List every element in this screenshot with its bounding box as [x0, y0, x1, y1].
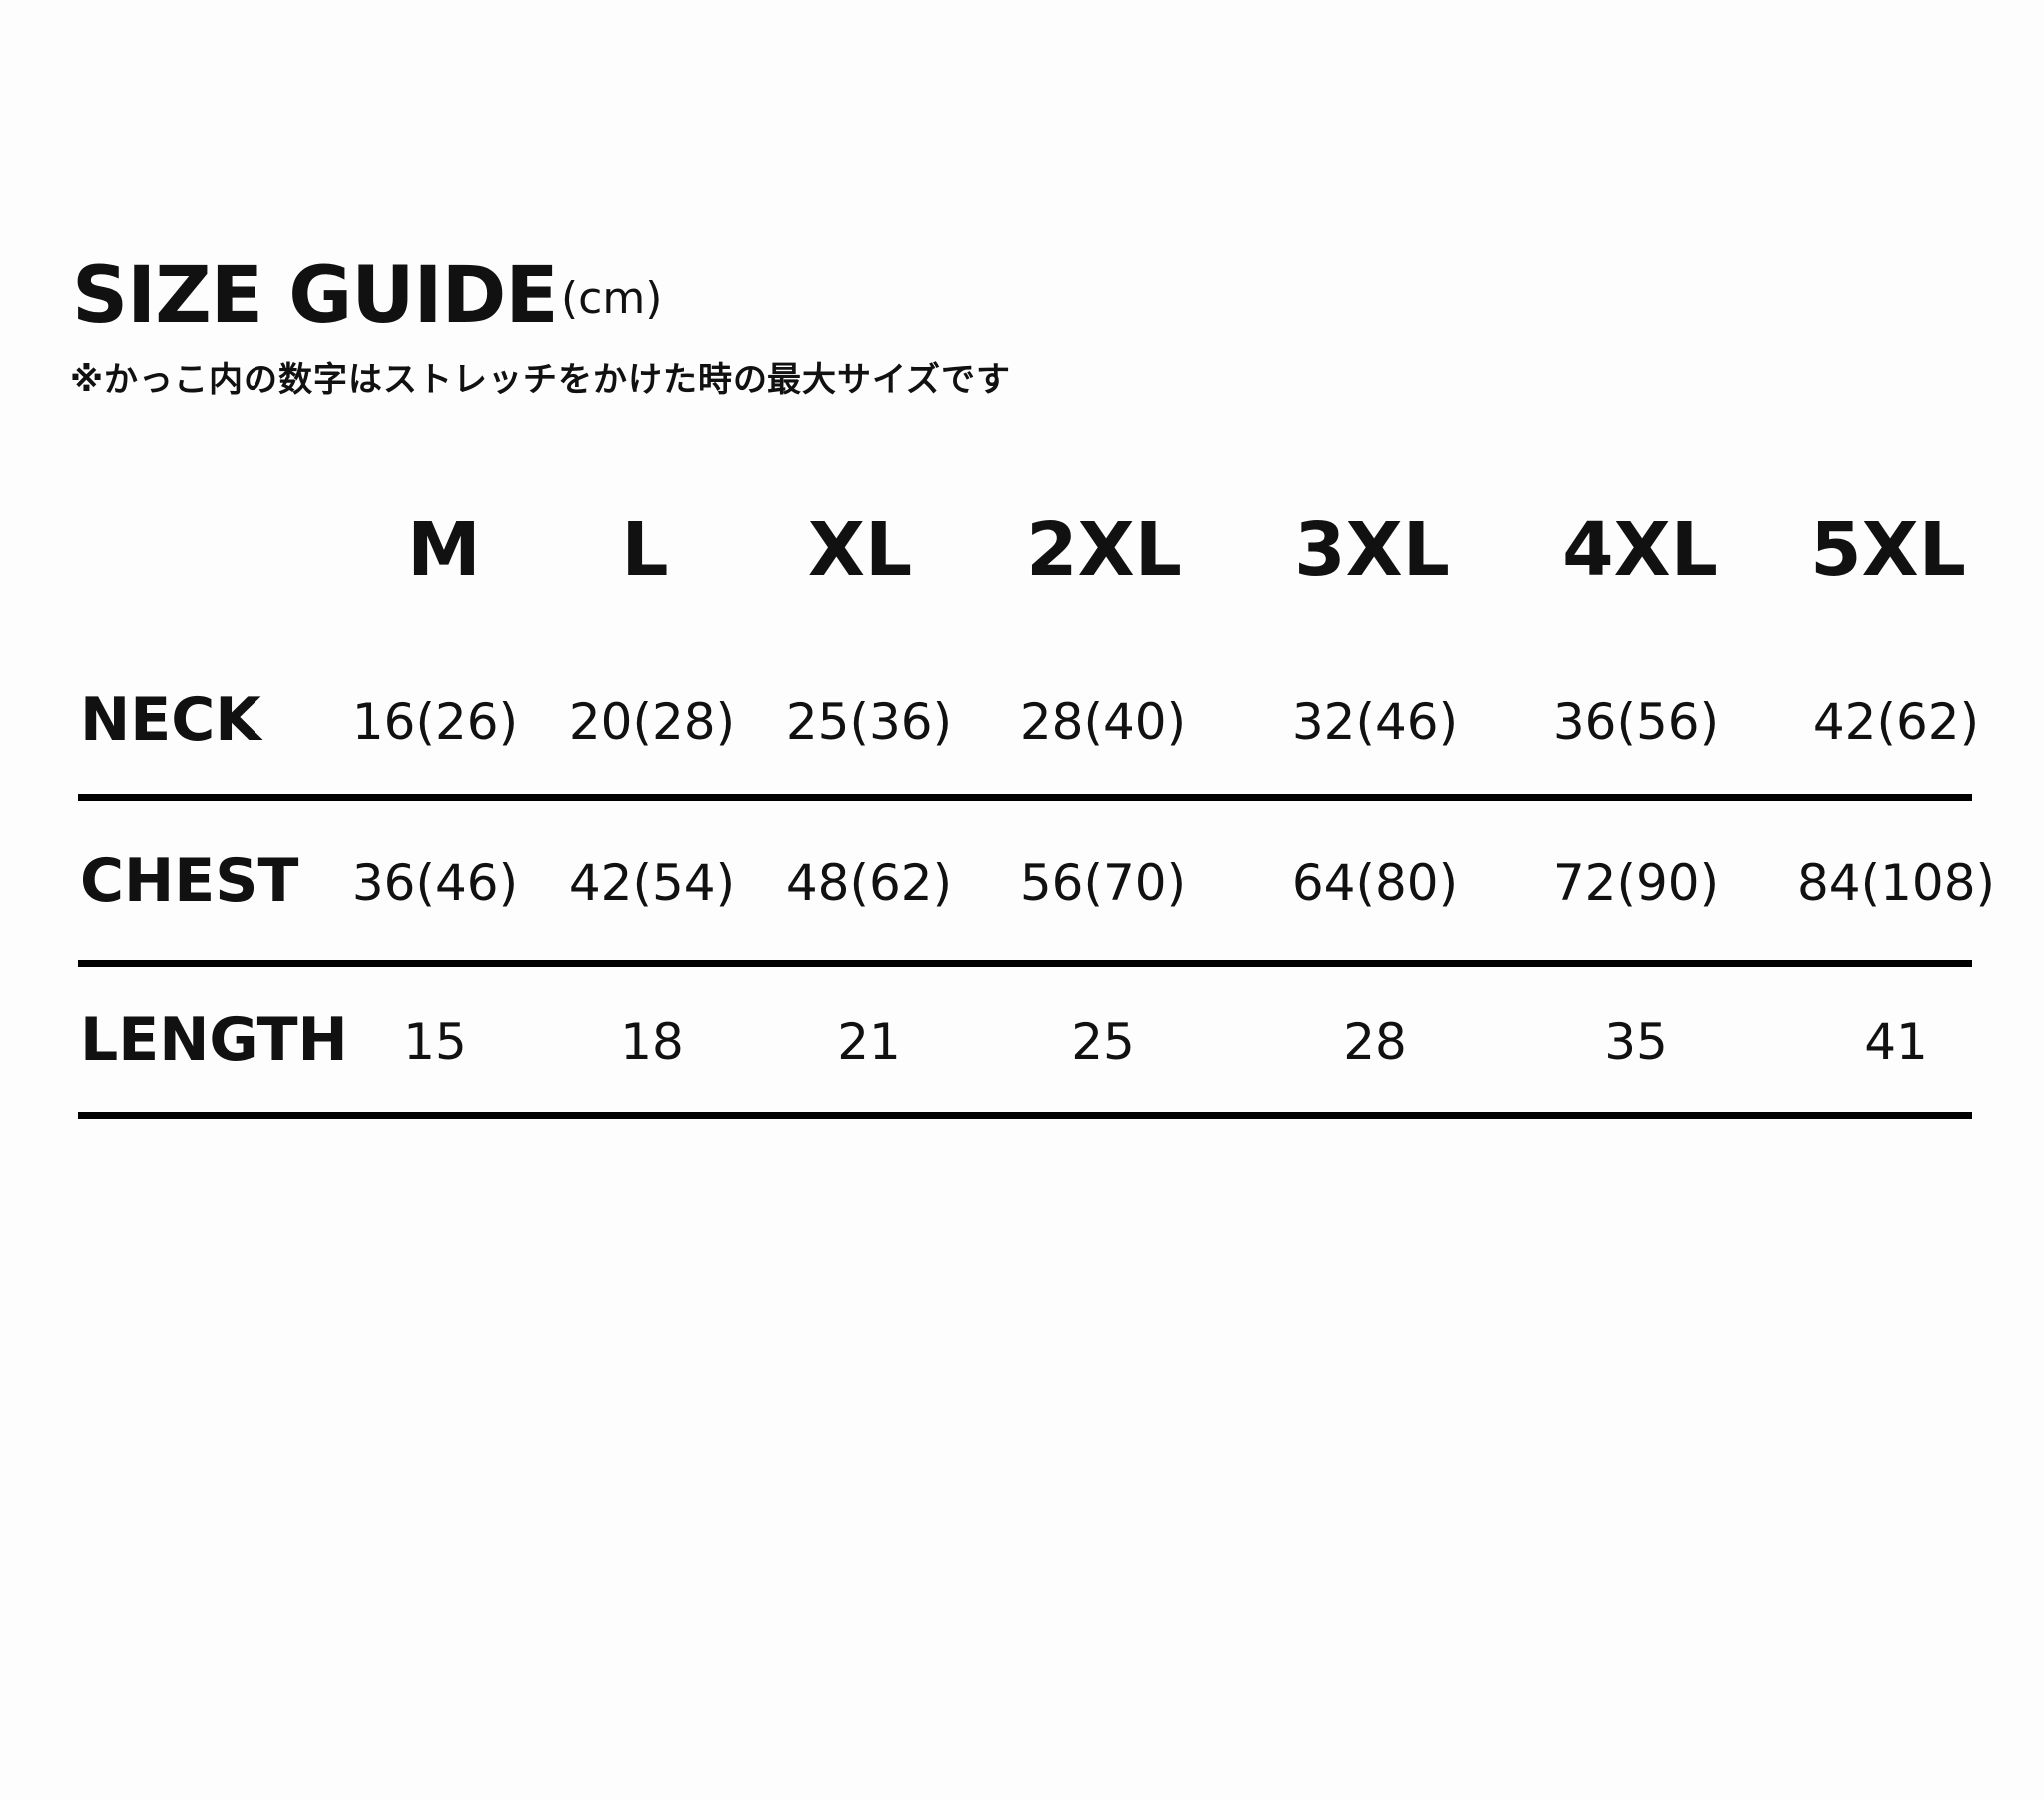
cell-length-l: 18 [620, 1013, 684, 1071]
size-header-xl: XL [807, 507, 913, 593]
cell-length-4xl: 35 [1604, 1013, 1668, 1071]
cell-chest-3xl: 64(80) [1291, 854, 1459, 912]
row-divider [78, 794, 1972, 801]
size-header-m: M [407, 507, 481, 593]
cell-chest-2xl: 56(70) [1019, 854, 1187, 912]
cell-length-3xl: 28 [1343, 1013, 1407, 1071]
cell-chest-l: 42(54) [568, 854, 736, 912]
cell-neck-xl: 25(36) [785, 693, 953, 751]
cell-chest-xl: 48(62) [785, 854, 953, 912]
stretch-note: ※かっこ内の数字はストレッチをかけた時の最大サイズです [70, 360, 1012, 400]
size-header-3xl: 3XL [1294, 507, 1450, 593]
size-header-5xl: 5XL [1810, 507, 1966, 593]
cell-chest-4xl: 72(90) [1552, 854, 1720, 912]
cell-length-2xl: 25 [1071, 1013, 1135, 1071]
cell-neck-l: 20(28) [568, 693, 736, 751]
cell-neck-3xl: 32(46) [1291, 693, 1459, 751]
size-header-l: L [621, 507, 669, 593]
cell-chest-m: 36(46) [351, 854, 519, 912]
unit-label: (cm) [561, 273, 663, 324]
page-title: SIZE GUIDE [72, 251, 559, 341]
cell-neck-4xl: 36(56) [1552, 693, 1720, 751]
cell-length-5xl: 41 [1864, 1013, 1928, 1071]
cell-length-xl: 21 [837, 1013, 901, 1071]
cell-neck-m: 16(26) [351, 693, 519, 751]
row-label-chest: CHEST [80, 846, 299, 916]
cell-length-m: 15 [403, 1013, 467, 1071]
cell-neck-2xl: 28(40) [1019, 693, 1187, 751]
cell-chest-5xl: 84(108) [1796, 854, 1996, 912]
cell-neck-5xl: 42(62) [1812, 693, 1980, 751]
row-divider [78, 1112, 1972, 1119]
row-label-length: LENGTH [80, 1005, 348, 1075]
row-divider [78, 960, 1972, 967]
size-header-4xl: 4XL [1562, 507, 1718, 593]
row-label-neck: NECK [80, 685, 261, 755]
size-header-2xl: 2XL [1026, 507, 1182, 593]
